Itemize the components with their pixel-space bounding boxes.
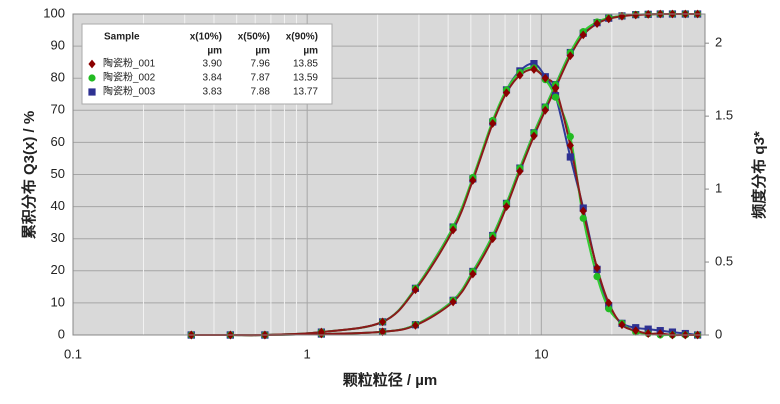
marker xyxy=(411,320,420,330)
marker xyxy=(541,105,549,115)
marker xyxy=(566,153,574,161)
y-tick-label: 100 xyxy=(43,5,65,20)
legend-stat: 13.77 xyxy=(293,87,318,98)
y-tick-label: 40 xyxy=(51,198,65,213)
x-axis-title: 颗粒粒径 / µm xyxy=(343,371,437,389)
marker xyxy=(566,132,574,141)
y-tick-label: 60 xyxy=(51,134,65,149)
y2-tick-label: 1.5 xyxy=(715,108,733,123)
marker xyxy=(593,273,601,281)
marker xyxy=(489,234,497,244)
marker xyxy=(530,60,538,68)
marker xyxy=(644,329,652,338)
legend-stat: 3.84 xyxy=(203,73,223,84)
y-tick-label: 50 xyxy=(51,166,65,181)
marker xyxy=(449,297,457,307)
x-tick-label: 1 xyxy=(304,346,311,361)
y-tick-label: 80 xyxy=(51,70,65,85)
y-tick-label: 90 xyxy=(51,38,65,53)
legend-stat: 7.88 xyxy=(251,87,271,98)
marker xyxy=(632,10,640,20)
marker xyxy=(593,263,601,273)
marker xyxy=(502,88,511,98)
legend-box xyxy=(81,23,333,105)
plot-border xyxy=(72,13,706,336)
marker xyxy=(502,202,511,211)
marker xyxy=(530,65,538,74)
marker xyxy=(469,269,477,279)
legend-header: x(50%) xyxy=(238,32,270,43)
marker xyxy=(379,327,387,337)
marker xyxy=(656,329,664,338)
y2-axis-title: 频度分布 q3* xyxy=(750,131,768,219)
legend-stat: 13.85 xyxy=(293,59,318,70)
marker xyxy=(516,166,524,176)
x-tick-label: 10 xyxy=(534,346,548,361)
marker xyxy=(530,131,538,141)
marker xyxy=(449,225,457,235)
marker xyxy=(88,59,96,69)
marker xyxy=(88,88,96,96)
marker xyxy=(489,119,497,128)
y2-tick-label: 1 xyxy=(715,181,722,196)
legend-header: x(90%) xyxy=(286,32,318,43)
marker xyxy=(605,305,613,313)
marker xyxy=(618,320,626,330)
marker xyxy=(605,14,613,24)
y2-tick-label: 0.5 xyxy=(715,253,733,268)
legend-label: 陶瓷粉_001 xyxy=(103,57,156,70)
marker xyxy=(411,285,420,295)
legend-stat: 13.59 xyxy=(293,73,318,84)
marker xyxy=(88,74,96,82)
legend-label: 陶瓷粉_002 xyxy=(103,71,156,84)
legend-header: x(10%) xyxy=(190,32,222,43)
y-tick-label: 10 xyxy=(51,294,65,309)
marker xyxy=(566,140,574,150)
legend-label: 陶瓷粉_003 xyxy=(103,85,156,98)
marker xyxy=(579,206,587,216)
x-tick-label: 0.1 xyxy=(64,346,82,361)
y2-tick-label: 2 xyxy=(715,35,722,50)
legend-unit: µm xyxy=(207,46,222,57)
legend-unit: µm xyxy=(255,46,270,57)
y-tick-label: 0 xyxy=(58,326,65,341)
marker xyxy=(551,93,560,101)
marker xyxy=(579,214,587,222)
y-axis-title: 累积分布 Q3(x) / % xyxy=(20,111,38,239)
marker xyxy=(566,51,574,61)
legend-stat: 7.87 xyxy=(251,73,271,84)
marker xyxy=(605,298,613,308)
marker xyxy=(379,317,387,327)
y-tick-label: 70 xyxy=(51,102,65,117)
marker xyxy=(469,175,477,185)
marker xyxy=(516,70,524,80)
legend-stat: 3.83 xyxy=(203,87,223,98)
legend-header: Sample xyxy=(104,32,140,43)
legend-unit: µm xyxy=(303,46,318,57)
legend-stat: 7.96 xyxy=(251,59,271,70)
marker xyxy=(551,84,560,93)
y-tick-label: 30 xyxy=(51,230,65,245)
marker xyxy=(579,30,587,40)
marker xyxy=(593,19,601,29)
y2-tick-label: 0 xyxy=(715,326,722,341)
legend: Sample x(10%) µm x(50%) µm x(90%) µm 陶瓷粉_001 3.9… xyxy=(81,23,333,105)
marker xyxy=(317,327,325,337)
legend-stat: 3.90 xyxy=(203,59,223,70)
marker xyxy=(632,326,640,336)
marker xyxy=(541,73,549,83)
y-tick-label: 20 xyxy=(51,262,65,277)
